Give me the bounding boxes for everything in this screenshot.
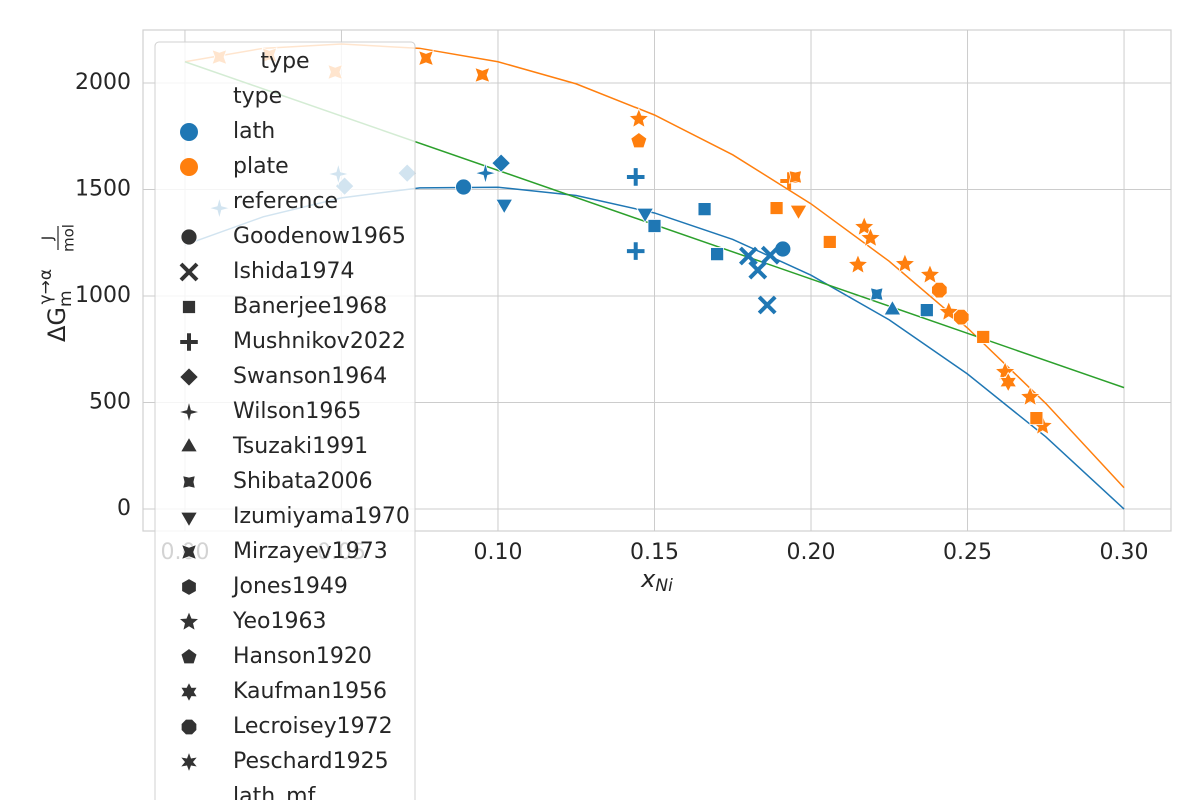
data-point [417,50,435,67]
data-point [919,303,934,318]
legend-label: Mushnikov2022 [233,329,406,354]
data-point [883,299,902,316]
legend-marker [179,750,199,774]
y-axis-label: ΔGmγ→α J mol [36,224,78,342]
data-point [710,247,725,261]
legend-label: Peschard1925 [233,749,389,774]
legend-label: lath_mf [233,784,317,800]
data-point [636,207,655,224]
legend-marker [180,718,198,736]
x-tick-label: 0.20 [787,540,836,565]
legend-label: Lecroisey1972 [233,714,393,739]
legend-marker [180,158,198,176]
legend: type type lath plate reference Goodenow1965 Is… [154,41,416,800]
points [207,47,1054,436]
legend-marker [180,543,198,561]
legend-marker [180,123,198,141]
data-point [757,295,777,315]
data-point [919,263,941,285]
data-point [869,287,884,301]
legend-label: Swanson1964 [233,364,387,389]
data-point [931,281,948,299]
y-label-unit-num: J [39,236,57,241]
x-tick-label: 0.10 [473,540,522,565]
data-point [976,330,991,344]
legend-label: Izumiyama1970 [233,504,410,529]
x-label-main: x [640,565,656,593]
y-tick-label: 0 [117,496,131,521]
x-tick-label: 0.30 [1100,540,1149,565]
y-tick-label: 2000 [75,70,131,95]
legend-label: Ishida1974 [233,259,354,284]
legend-heading: reference [233,189,338,214]
data-point [630,132,648,149]
data-point [495,198,514,215]
y-label-unit-den: mol [60,224,78,252]
data-point [697,202,712,217]
legend-label: Kaufman1956 [233,679,387,704]
y-tick-label: 1500 [75,177,131,202]
y-tick-label: 1000 [75,283,131,308]
legend-marker [178,610,200,632]
data-point [760,245,780,265]
x-axis-label: xNi [640,565,673,596]
data-point [748,260,768,280]
data-point [822,235,837,249]
legend-marker [179,262,199,282]
data-point [455,178,472,196]
legend-label: Shibata2006 [233,469,373,494]
legend-marker [182,300,196,314]
legend-label: Jones1949 [231,574,348,599]
data-point [894,252,916,274]
y-label-sup: γ→α [36,269,56,305]
legend-label: Goodenow1965 [233,224,406,249]
legend-marker [181,578,197,596]
x-tick-label: 0.25 [943,540,992,565]
legend-label: Wilson1965 [233,399,361,424]
data-point [738,246,758,266]
legend-box [154,41,416,800]
legend-marker [180,228,198,246]
x-tick-label: 0.15 [630,540,679,565]
y-label-sub: m [56,290,76,307]
legend-label: lath [233,119,275,144]
legend-marker [179,511,199,528]
legend-marker [179,436,199,453]
legend-label: Hanson1920 [233,644,372,669]
legend-marker [179,681,199,703]
data-point [626,242,645,260]
legend-marker [180,648,198,665]
data-point [626,168,645,186]
legend-label: Yeo1963 [232,609,327,634]
data-point [473,161,498,186]
data-point [789,204,808,221]
y-label: ΔGmγ→α [36,269,76,342]
legend-marker [182,475,196,489]
data-point [953,308,970,326]
legend-label: plate [233,154,289,179]
legend-marker [177,400,201,424]
legend-heading: type [233,84,282,109]
data-point [847,253,869,275]
data-point [1019,385,1042,407]
data-point [859,226,882,248]
y-tick-label: 500 [89,390,131,415]
data-point [627,107,650,129]
data-point [491,153,511,173]
data-point [999,371,1018,393]
legend-label: Tsuzaki1991 [232,434,368,459]
data-point [474,66,491,83]
legend-title: type [260,49,309,74]
y-label-main: ΔG [43,307,71,342]
legend-label: Mirzayev1973 [233,539,388,564]
data-point [647,219,662,233]
data-point [769,201,784,215]
data-point [788,170,803,184]
legend-marker [180,333,198,351]
legend-marker [179,367,199,387]
legend-label: Banerjee1968 [233,294,387,319]
x-label-sub: Ni [655,576,673,596]
data-point [1029,411,1044,426]
